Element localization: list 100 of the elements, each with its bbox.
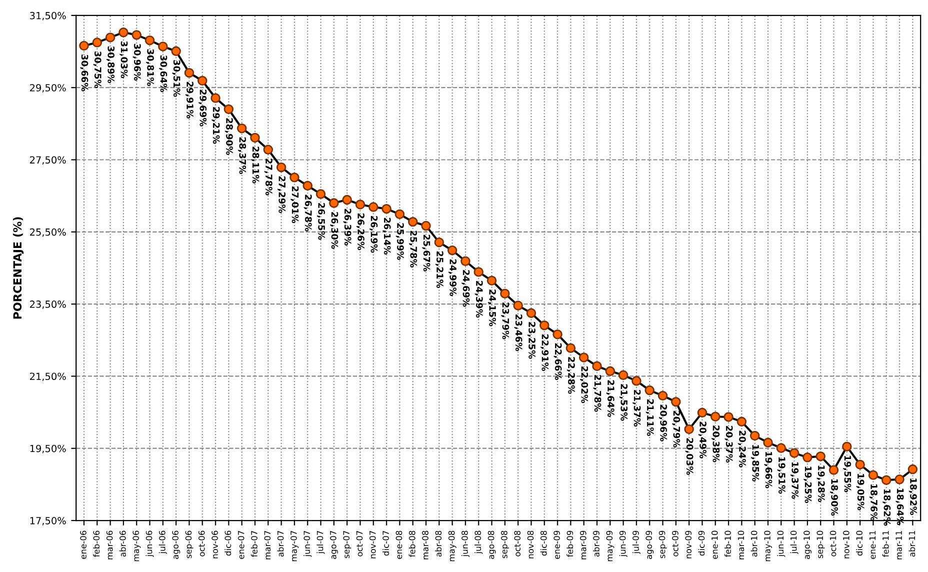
data-label: 20,24% bbox=[738, 430, 746, 468]
x-tick-label: jun-09 bbox=[619, 530, 628, 557]
x-tick-label: oct-09 bbox=[672, 530, 678, 556]
data-label: 18,90% bbox=[830, 479, 838, 516]
y-tick-label: 31,50% bbox=[30, 12, 66, 20]
data-label: 20,37% bbox=[724, 426, 733, 463]
x-tick-label: dic-08 bbox=[540, 530, 547, 556]
data-label: 20,49% bbox=[698, 422, 706, 458]
x-tick-label: oct-06 bbox=[198, 530, 205, 556]
data-label: 19,37% bbox=[790, 462, 799, 499]
x-tick-label: abr-06 bbox=[119, 530, 126, 557]
x-tick-label: nov-08 bbox=[527, 530, 534, 558]
x-tick-label: abr-10 bbox=[750, 530, 758, 557]
data-label: 30,75% bbox=[93, 51, 102, 88]
data-label: 25,99% bbox=[396, 223, 404, 260]
x-tick-label: jun-06 bbox=[146, 530, 154, 557]
data-label: 24,99% bbox=[448, 259, 457, 296]
data-label: 19,55% bbox=[843, 456, 852, 492]
data-label: 28,90% bbox=[224, 118, 233, 155]
y-tick-label: 29,50% bbox=[30, 84, 66, 92]
x-tick-label: nov-06 bbox=[212, 530, 218, 558]
x-tick-label: sep-06 bbox=[185, 530, 194, 558]
data-label: 25,78% bbox=[409, 230, 418, 268]
x-tick-label: feb-07 bbox=[250, 530, 258, 558]
x-tick-label: sep-10 bbox=[816, 530, 825, 558]
x-tick-label: may-08 bbox=[448, 530, 456, 562]
data-label: 24,69% bbox=[462, 270, 470, 307]
x-tick-label: mar-11 bbox=[896, 531, 902, 560]
data-label: 23,25% bbox=[527, 322, 536, 359]
data-label: 20,79% bbox=[672, 410, 680, 448]
x-tick-label: feb-09 bbox=[566, 530, 574, 558]
data-label: 26,19% bbox=[370, 216, 378, 253]
data-label: 20,96% bbox=[658, 404, 667, 442]
x-tick-label: ene-10 bbox=[711, 530, 718, 559]
data-label: 20,38% bbox=[712, 426, 720, 462]
x-tick-label: sep-08 bbox=[501, 530, 509, 558]
y-axis-title: PORCENTAJE (%) bbox=[13, 217, 24, 319]
x-tick-label: mar-06 bbox=[106, 530, 113, 560]
data-label: 25,67% bbox=[422, 234, 430, 272]
data-label: 22,02% bbox=[580, 366, 588, 404]
x-tick-label: abr-07 bbox=[277, 530, 284, 557]
x-tick-label: mar-08 bbox=[422, 530, 428, 560]
data-label: 26,39% bbox=[343, 208, 352, 246]
x-tick-label: mar-10 bbox=[738, 530, 744, 560]
data-label: 26,26% bbox=[356, 214, 364, 250]
x-tick-label: sep-07 bbox=[343, 530, 352, 558]
x-tick-label: feb-10 bbox=[724, 530, 731, 558]
data-label: 23,79% bbox=[501, 302, 510, 340]
x-tick-label: ago-08 bbox=[488, 530, 496, 560]
data-label: 18,76% bbox=[869, 484, 878, 521]
data-label: 18,92% bbox=[908, 478, 917, 515]
data-label: 30,66% bbox=[80, 54, 88, 92]
x-tick-label: may-06 bbox=[132, 530, 141, 562]
data-label: 21,64% bbox=[606, 380, 614, 417]
data-label: 20,03% bbox=[685, 438, 694, 475]
x-tick-label: dic-06 bbox=[224, 530, 232, 556]
x-tick-label: may-07 bbox=[290, 530, 298, 562]
data-label: 31,03% bbox=[120, 41, 128, 78]
x-tick-label: jun-10 bbox=[777, 530, 786, 557]
x-tick-label: ene-11 bbox=[869, 531, 876, 559]
x-tick-label: ago-10 bbox=[804, 530, 812, 560]
x-tick-label: jul-08 bbox=[474, 530, 483, 554]
data-label: 29,69% bbox=[198, 90, 207, 126]
x-tick-label: feb-11 bbox=[882, 531, 889, 558]
data-label: 19,85% bbox=[751, 445, 760, 482]
data-label: 30,51% bbox=[172, 60, 180, 97]
x-tick-label: ago-06 bbox=[172, 530, 180, 560]
x-tick-label: ene-09 bbox=[554, 530, 560, 559]
y-tick-label: 19,50% bbox=[30, 444, 66, 454]
y-tick-label: 25,50% bbox=[30, 228, 66, 237]
y-tick-label: 17,50% bbox=[30, 517, 66, 526]
x-tick-label: sep-09 bbox=[658, 530, 667, 558]
data-label: 21,53% bbox=[620, 384, 628, 421]
data-label: 19,25% bbox=[804, 466, 812, 504]
x-tick-label: jul-10 bbox=[790, 530, 798, 554]
x-tick-label: jul-06 bbox=[158, 530, 167, 554]
x-tick-label: ago-07 bbox=[330, 530, 338, 560]
data-label: 27,78% bbox=[264, 158, 272, 196]
x-tick-label: ene-08 bbox=[396, 530, 402, 559]
data-label: 27,01% bbox=[290, 186, 299, 224]
data-label: 30,96% bbox=[132, 44, 141, 81]
x-tick-label: feb-08 bbox=[408, 530, 416, 558]
data-label: 18,62% bbox=[882, 489, 891, 526]
x-tick-label: may-10 bbox=[764, 530, 772, 562]
data-label: 29,21% bbox=[212, 107, 220, 144]
data-label: 29,91% bbox=[185, 82, 194, 118]
y-tick-label: 27,50% bbox=[30, 156, 66, 165]
data-label: 21,11% bbox=[646, 399, 654, 436]
x-tick-label: may-09 bbox=[606, 530, 614, 562]
x-tick-label: ago-09 bbox=[646, 530, 654, 560]
data-label: 26,55% bbox=[316, 203, 325, 240]
data-label: 27,29% bbox=[278, 176, 286, 213]
data-label: 22,28% bbox=[566, 357, 575, 394]
y-tick-label: 23,50% bbox=[30, 300, 66, 309]
data-label: 30,89% bbox=[106, 46, 115, 84]
x-tick-label: jun-07 bbox=[304, 530, 312, 557]
x-tick-label: feb-06 bbox=[93, 530, 100, 558]
data-label: 24,15% bbox=[488, 290, 496, 326]
x-tick-label: abr-11 bbox=[908, 531, 916, 557]
data-label: 19,28% bbox=[816, 466, 825, 502]
